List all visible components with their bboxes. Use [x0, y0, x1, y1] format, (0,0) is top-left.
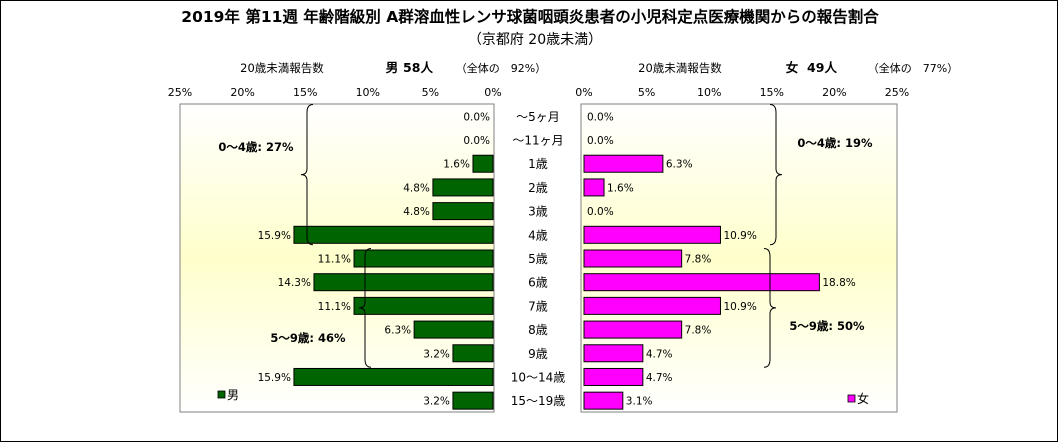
- right-data-label: 1.6%: [607, 182, 634, 194]
- left-data-label: 4.8%: [403, 182, 430, 194]
- category-label: 3歳: [528, 205, 548, 219]
- category-label: 5歳: [528, 252, 548, 266]
- category-label: 9歳: [528, 347, 548, 361]
- right-data-label: 7.8%: [685, 254, 712, 266]
- left-bar: [432, 178, 494, 197]
- right-header-ratio: （全体の 77%）: [868, 61, 958, 75]
- left-data-label: 14.3%: [278, 277, 311, 289]
- right-header-count: 49人: [807, 60, 837, 75]
- left-tick-label: 15%: [293, 86, 317, 99]
- right-data-label: 10.9%: [723, 230, 756, 242]
- left-bar: [353, 249, 494, 268]
- right-header-count-label: 20歳未満報告数: [638, 61, 722, 75]
- left-tick-label: 10%: [356, 86, 380, 99]
- right-group-5-9-label: 5～9歳: 50%: [789, 319, 865, 333]
- left-data-label: 15.9%: [258, 230, 291, 242]
- left-bar: [432, 202, 494, 221]
- left-header-sex: 男: [386, 60, 399, 75]
- legend-female-label: 女: [857, 391, 869, 406]
- right-data-label: 4.7%: [646, 348, 673, 360]
- right-bar: [583, 344, 644, 363]
- right-header-sex: 女: [786, 60, 799, 75]
- right-bar: [583, 225, 721, 244]
- right-bar: [583, 391, 624, 410]
- left-data-label: 0.0%: [463, 111, 490, 123]
- right-data-label: 0.0%: [587, 135, 614, 147]
- right-bar: [583, 320, 683, 339]
- left-bar: [293, 367, 494, 386]
- left-header-ratio: （全体の 92%）: [456, 61, 546, 75]
- category-label: 6歳: [528, 276, 548, 290]
- left-group-0-4-label: 0～4歳: 27%: [218, 140, 294, 154]
- legend-male-swatch: [217, 390, 226, 399]
- left-data-label: 6.3%: [384, 325, 411, 337]
- right-tick-label: 20%: [822, 86, 846, 99]
- left-data-label: 15.9%: [258, 372, 291, 384]
- category-label: 15～19歳: [511, 394, 566, 408]
- right-data-label: 7.8%: [685, 325, 712, 337]
- left-bar: [293, 225, 494, 244]
- right-data-label: 4.7%: [646, 372, 673, 384]
- right-bar: [583, 154, 664, 173]
- right-bar: [583, 178, 605, 197]
- left-bar: [353, 296, 494, 315]
- right-data-label: 0.0%: [587, 111, 614, 123]
- right-data-label: 10.9%: [723, 301, 756, 313]
- category-label: 10～14歳: [511, 370, 566, 384]
- right-data-label: 18.8%: [822, 277, 855, 289]
- left-header-count-label: 20歳未満報告数: [240, 61, 324, 75]
- left-header-count: 58人: [403, 60, 433, 75]
- left-data-label: 4.8%: [403, 206, 430, 218]
- left-tick-label: 20%: [230, 86, 254, 99]
- left-bar: [413, 320, 494, 339]
- right-tick-label: 10%: [697, 86, 721, 99]
- category-label: ～5ヶ月: [516, 110, 560, 124]
- left-bar: [313, 273, 494, 292]
- legend-male-label: 男: [227, 388, 239, 402]
- right-tick-label: 25%: [885, 86, 909, 99]
- left-bracket-0-4: [300, 104, 314, 246]
- category-label: 8歳: [528, 323, 548, 337]
- right-bar: [583, 273, 820, 292]
- left-data-label: 11.1%: [318, 301, 351, 313]
- left-tick-label: 0%: [484, 86, 501, 99]
- chart-title: 2019年 第11週 年齢階級別 A群溶血性レンサ球菌咽頭炎患者の小児科定点医療…: [181, 7, 879, 26]
- right-data-label: 6.3%: [666, 159, 693, 171]
- category-label: 4歳: [528, 228, 548, 242]
- left-data-label: 3.2%: [423, 348, 450, 360]
- left-bracket-5-9: [358, 248, 372, 368]
- left-data-label: 3.2%: [423, 396, 450, 408]
- right-tick-label: 5%: [638, 86, 655, 99]
- right-tick-label: 0%: [575, 86, 592, 99]
- left-data-label: 0.0%: [463, 135, 490, 147]
- left-tick-label: 5%: [422, 86, 439, 99]
- right-bar: [583, 367, 644, 386]
- left-group-5-9-label: 5～9歳: 46%: [270, 331, 346, 345]
- right-bracket-5-9: [763, 248, 777, 368]
- legend-female-swatch: [847, 394, 856, 403]
- right-tick-label: 15%: [760, 86, 784, 99]
- category-label: ～11ヶ月: [512, 134, 563, 148]
- left-tick-label: 25%: [168, 86, 192, 99]
- left-bar: [452, 391, 494, 410]
- right-bar: [583, 296, 721, 315]
- left-bar: [472, 154, 494, 173]
- left-bar: [452, 344, 494, 363]
- right-bracket-0-4: [769, 104, 783, 246]
- left-data-label: 1.6%: [443, 159, 470, 171]
- right-data-label: 3.1%: [626, 396, 653, 408]
- category-label: 7歳: [528, 299, 548, 313]
- right-bar: [583, 249, 683, 268]
- chart-subtitle: （京都府 20歳未満）: [468, 32, 602, 48]
- category-label: 2歳: [528, 181, 548, 195]
- right-group-0-4-label: 0～4歳: 19%: [797, 136, 873, 150]
- right-data-label: 0.0%: [587, 206, 614, 218]
- left-data-label: 11.1%: [318, 254, 351, 266]
- category-label: 1歳: [528, 157, 548, 171]
